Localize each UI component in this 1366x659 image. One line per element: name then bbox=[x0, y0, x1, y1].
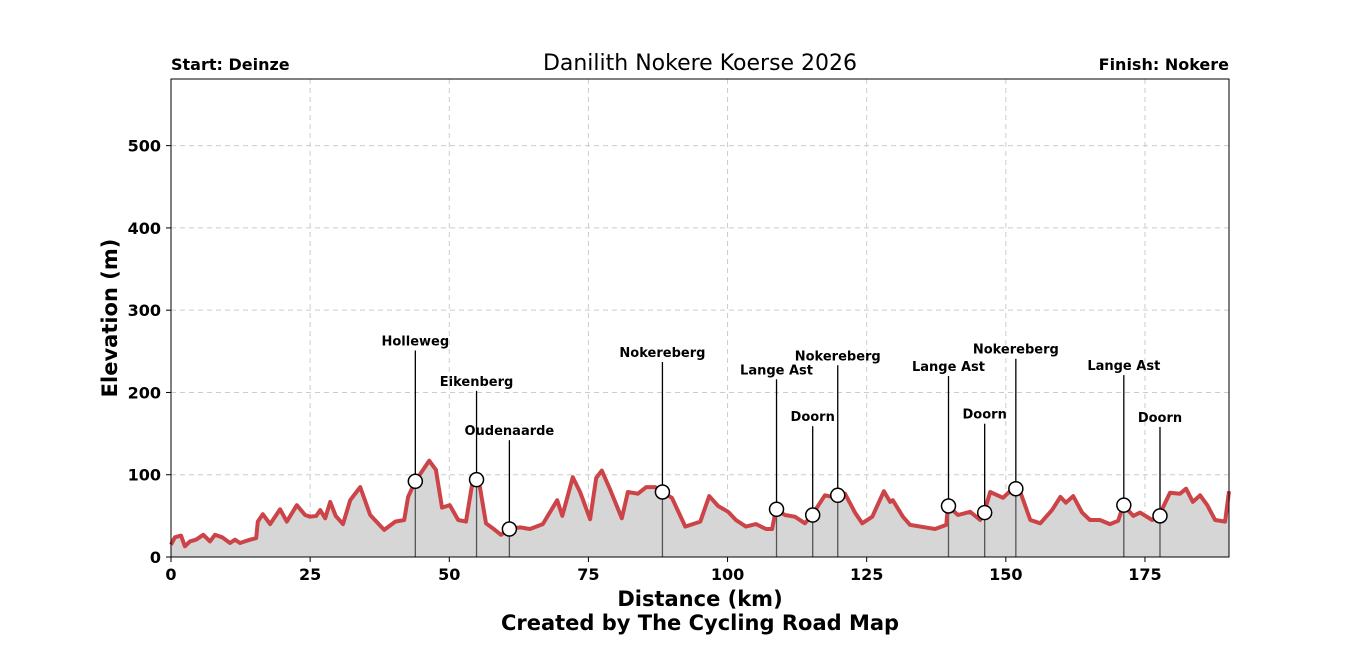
climb-label: Lange Ast bbox=[740, 363, 813, 378]
start-label: Start: Deinze bbox=[171, 55, 290, 74]
climb-label: Doorn bbox=[791, 410, 835, 425]
climb-marker bbox=[468, 471, 485, 488]
y-tick-label: 100 bbox=[128, 466, 161, 485]
y-tick-label: 0 bbox=[150, 548, 161, 567]
climb-marker bbox=[1152, 508, 1168, 524]
climb-label: Lange Ast bbox=[912, 360, 985, 375]
climb-marker bbox=[768, 501, 785, 518]
x-tick-label: 175 bbox=[1128, 565, 1161, 584]
climb-label: Doorn bbox=[1138, 411, 1182, 426]
climb-label: Oudenaarde bbox=[464, 424, 554, 439]
y-tick-label: 400 bbox=[128, 219, 161, 238]
climb-label: Lange Ast bbox=[1087, 359, 1160, 374]
y-tick-label: 300 bbox=[128, 301, 161, 320]
climb-marker bbox=[976, 504, 993, 521]
axes: 0 25 50 75 100 125 150 175 0 100 200 300 400 500 bbox=[128, 137, 1162, 584]
x-tick-label: 75 bbox=[577, 565, 599, 584]
x-tick-label: 125 bbox=[850, 565, 883, 584]
climb-marker bbox=[1116, 497, 1132, 513]
finish-label: Finish: Nokere bbox=[1099, 55, 1230, 74]
x-tick-label: 0 bbox=[165, 565, 176, 584]
grid bbox=[171, 79, 1229, 557]
x-axis-label: Distance (km) bbox=[617, 587, 782, 611]
climb-marker bbox=[829, 487, 846, 504]
climb-marker bbox=[1008, 480, 1024, 497]
y-tick-label: 500 bbox=[128, 137, 161, 156]
climb-label: Nokereberg bbox=[619, 346, 705, 361]
climb-markers: HollewegEikenbergOudenaardeNokerebergLan… bbox=[381, 334, 1182, 537]
climb-label: Doorn bbox=[963, 408, 1007, 423]
elevation-area bbox=[171, 460, 1229, 557]
x-tick-label: 50 bbox=[438, 565, 460, 584]
climb-marker bbox=[501, 521, 518, 537]
x-tick-label: 150 bbox=[989, 565, 1022, 584]
climb-label: Nokereberg bbox=[795, 349, 881, 364]
climb-label: Nokereberg bbox=[973, 343, 1059, 358]
y-tick-label: 200 bbox=[128, 383, 161, 402]
climb-marker bbox=[940, 498, 957, 514]
plot-frame bbox=[170, 78, 1230, 558]
climb-marker bbox=[804, 507, 821, 523]
chart-title: Danilith Nokere Koerse 2026 bbox=[543, 51, 857, 76]
climb-label: Eikenberg bbox=[440, 375, 514, 390]
x-tick-label: 100 bbox=[711, 565, 744, 584]
y-axis-label: Elevation (m) bbox=[98, 239, 122, 398]
climb-marker bbox=[654, 484, 671, 500]
climb-marker bbox=[407, 473, 424, 490]
credit: Created by The Cycling Road Map bbox=[501, 611, 899, 635]
climb-label: Holleweg bbox=[381, 334, 449, 349]
x-tick-label: 25 bbox=[299, 565, 321, 584]
